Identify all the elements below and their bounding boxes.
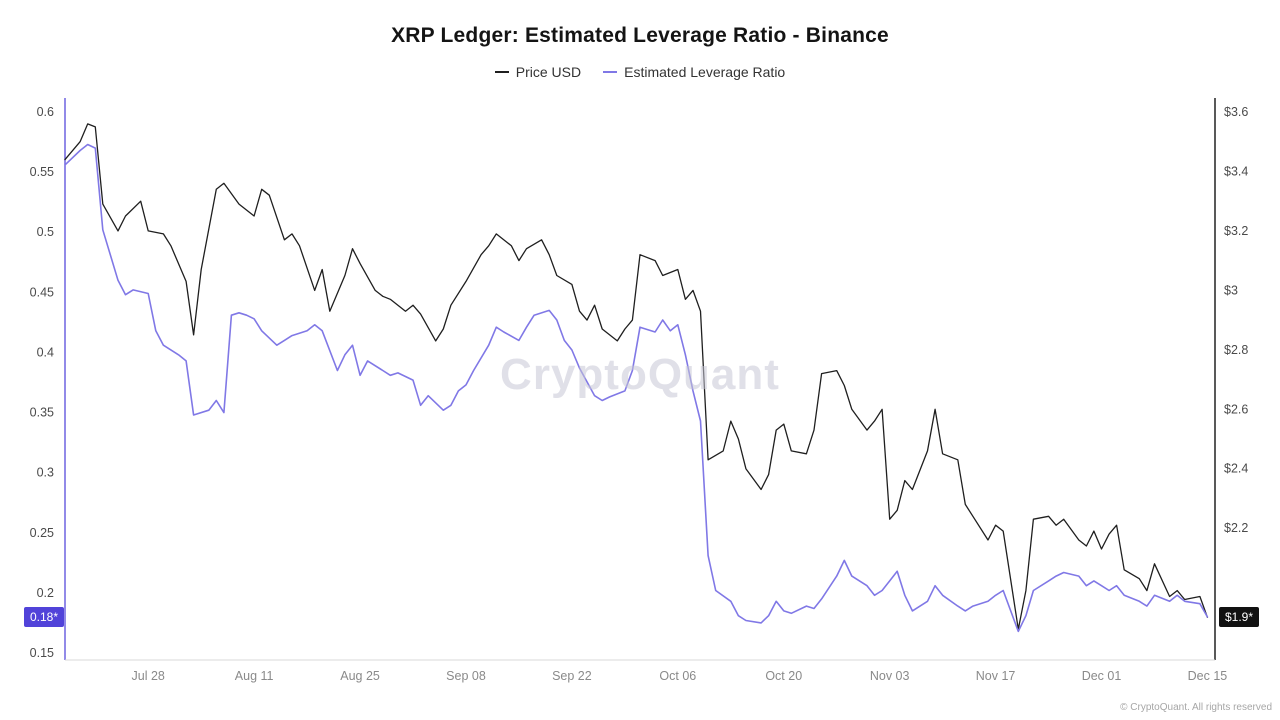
x-axis-tick-label: Dec 15 (1188, 669, 1228, 683)
x-axis-tick-label: Aug 25 (340, 669, 380, 683)
x-axis-tick-label: Sep 22 (552, 669, 592, 683)
right-axis-tick-label: $2.8 (1224, 343, 1248, 357)
legend-label-estimated-leverage-ratio: Estimated Leverage Ratio (624, 64, 786, 80)
right-axis-tick-label: $2.2 (1224, 521, 1248, 535)
x-axis-tick-label: Sep 08 (446, 669, 486, 683)
x-axis-tick-label: Oct 20 (765, 669, 802, 683)
price-series-dash-icon (494, 71, 509, 73)
right-axis-tick-label: $3.6 (1224, 105, 1248, 119)
left-axis-tick-label: 0.25 (30, 526, 54, 540)
copyright-notice: © CryptoQuant. All rights reserved (1120, 702, 1272, 713)
leverage-series-dash-icon (603, 71, 618, 73)
left-axis-tick-label: 0.45 (30, 285, 54, 299)
left-axis-tick-label: 0.2 (37, 586, 54, 600)
legend-label-price-usd: Price USD (515, 64, 582, 80)
left-axis-tick-label: 0.6 (37, 105, 54, 119)
right-axis-tick-label: $3.4 (1224, 164, 1248, 178)
left-value-tag: 0.18* (24, 606, 65, 627)
right-axis-tick-label: $3.2 (1224, 224, 1248, 238)
left-axis-tick-label: 0.4 (37, 345, 54, 359)
left-axis-tick-label: 0.15 (30, 646, 54, 660)
left-axis-tick-label: 0.35 (30, 406, 54, 420)
left-axis-tick-label: 0.55 (30, 165, 54, 179)
legend-item-estimated-leverage-ratio[interactable]: Estimated Leverage Ratio (603, 64, 785, 80)
x-axis-tick-label: Nov 17 (976, 669, 1016, 683)
right-axis-tick-label: $2.4 (1224, 462, 1248, 476)
series-line-leverage-ratio (64, 143, 1209, 633)
x-axis-tick-label: Oct 06 (659, 669, 696, 683)
legend: Price USD Estimated Leverage Ratio (0, 64, 1280, 80)
series-line-price-usd (64, 123, 1209, 630)
left-axis-tick-label: 0.5 (37, 225, 54, 239)
x-axis-tick-label: Jul 28 (132, 669, 165, 683)
legend-item-price-usd[interactable]: Price USD (494, 64, 582, 80)
chart-title: XRP Ledger: Estimated Leverage Ratio - B… (391, 24, 889, 47)
left-axis-tick-label: 0.3 (37, 466, 54, 480)
right-axis-tick-label: $2.6 (1224, 402, 1248, 416)
x-axis-tick-label: Dec 01 (1082, 669, 1122, 683)
right-axis-tick-label: $3 (1224, 283, 1238, 297)
right-value-tag: $1.9* (1219, 607, 1260, 628)
x-axis-tick-label: Nov 03 (870, 669, 910, 683)
x-axis-tick-label: Aug 11 (235, 669, 274, 683)
